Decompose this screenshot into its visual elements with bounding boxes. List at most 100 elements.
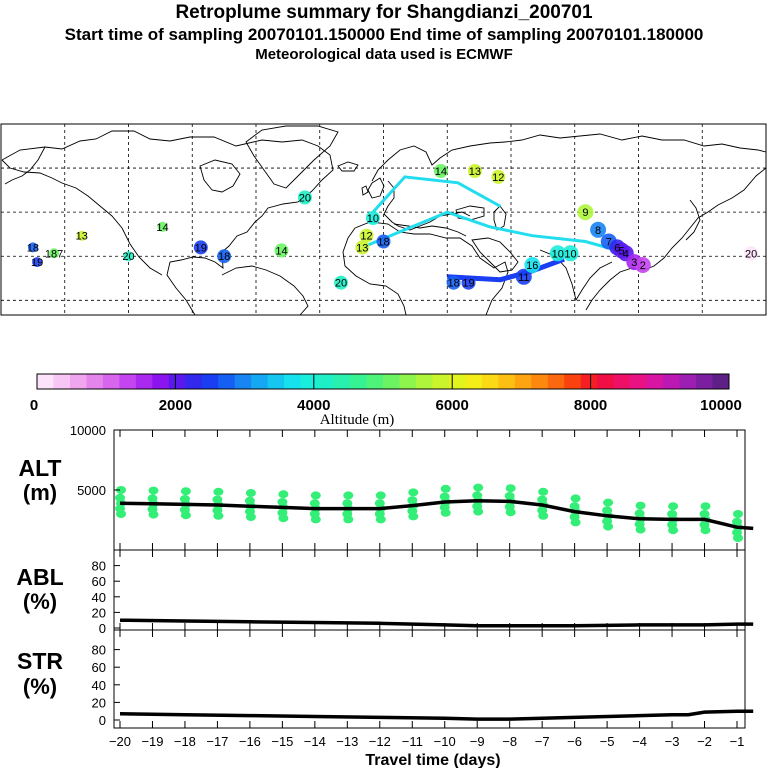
x-tick-label: −9 — [470, 734, 485, 749]
alt-plume-dot — [343, 491, 354, 500]
plume-day-label: 5 — [618, 245, 624, 257]
alt-plume-dot — [668, 502, 679, 511]
hudson-bay — [199, 159, 241, 193]
plume-day-label: 10 — [367, 213, 379, 225]
alt-plume-dot — [635, 501, 646, 510]
travel-time-axis: −20 −19 −18 −17 −16 −15 −14 −13 −12 −11 −10 −9 −8 −7 −… — [109, 430, 744, 749]
str-y-tick-label: 40 — [92, 678, 106, 693]
colorbar-cell — [152, 374, 170, 389]
plume-day-label: 7 — [606, 237, 612, 249]
plume-day-label: 20 — [122, 251, 134, 263]
plume-position-dot — [549, 245, 566, 262]
colorbar-cell — [168, 374, 186, 389]
plume-position-dot — [376, 234, 391, 249]
plume-day-label: 14 — [435, 166, 447, 178]
alt-plume-dot — [147, 494, 158, 503]
colorbar-tick-label: 8000 — [574, 397, 607, 414]
alt-plume-dot — [278, 490, 289, 499]
sampling-time-line: Start time of sampling 20070101.150000 E… — [64, 25, 704, 44]
colorbar-cell — [564, 374, 582, 389]
colorbar-cell — [234, 374, 252, 389]
colorbar-cell — [432, 374, 450, 389]
plume-day-label: 10 — [564, 248, 576, 260]
colorbar-cell — [300, 374, 318, 389]
alt-plume-dot — [667, 510, 678, 518]
alt-plume-dot — [733, 510, 743, 518]
plume-position-dot — [577, 204, 594, 221]
plume-day-label: 12 — [360, 231, 372, 243]
x-tick-label: −10 — [434, 734, 456, 749]
plume-position-dot — [217, 249, 232, 264]
x-tick-label: −11 — [402, 734, 423, 749]
alt-plume-dot — [505, 484, 516, 493]
colorbar-cell — [251, 374, 269, 389]
colorbar-cell — [201, 374, 219, 389]
abl-y-tick-label: 80 — [92, 559, 106, 574]
colorbar-cell — [498, 374, 516, 389]
plume-day-label: 8 — [595, 225, 601, 237]
alt-plume-dot — [700, 502, 711, 511]
alt-y-tick-label: 5000 — [77, 483, 106, 498]
plume-position-dot — [562, 245, 579, 262]
plume-positions — [27, 164, 759, 290]
mediterranean-shore — [393, 223, 467, 237]
colorbar-cell — [284, 374, 302, 389]
abl-y-tick-label: 0 — [99, 621, 106, 636]
x-tick-label: −6 — [567, 734, 582, 749]
plume-position-dot — [49, 248, 60, 259]
met-data-line: Meteorological data used is ECMWF — [255, 46, 513, 63]
alt-plume-dot — [407, 496, 418, 505]
colorbar-cell — [317, 374, 334, 389]
plume-day-label: 18 — [447, 278, 459, 290]
colorbar-cell — [366, 374, 384, 389]
alt-panel: 5000 10000 — [70, 423, 754, 531]
abl-series-line — [119, 618, 754, 628]
colorbar-cell — [333, 374, 351, 389]
colorbar-cell — [102, 374, 120, 389]
x-tick-label: −8 — [502, 734, 517, 749]
colorbar-cell — [119, 374, 137, 389]
colorbar-ticks — [174, 374, 592, 389]
str-y-tick-label: 0 — [99, 713, 106, 728]
colorbar-cell — [415, 374, 433, 389]
colorbar-cell — [185, 374, 203, 389]
alt-plume-dot — [537, 495, 548, 504]
plume-position-dot — [524, 257, 541, 273]
alaska-coast — [4, 146, 46, 185]
x-tick-label: −19 — [141, 734, 163, 749]
greenland-outline — [245, 125, 339, 189]
black-sea-outline — [455, 205, 485, 221]
alt-plume-dot — [212, 495, 223, 504]
plume-position-dot — [515, 268, 532, 285]
x-tick-label: −3 — [665, 734, 680, 749]
plume-position-dot — [297, 190, 312, 205]
x-tick-label: −18 — [174, 734, 196, 749]
alt-unit: (m) — [23, 480, 57, 505]
plume-position-dot — [744, 246, 759, 261]
alt-plume-dot — [277, 498, 288, 506]
colorbar-cell — [712, 374, 730, 389]
south-america-outline — [221, 265, 309, 316]
plume-position-dot — [446, 275, 461, 290]
alt-plume-dot — [440, 484, 451, 493]
colorbar-cell — [630, 374, 648, 389]
plume-day-label: 18 — [27, 242, 39, 254]
plume-track — [371, 175, 502, 214]
plume-position-dot — [461, 275, 476, 290]
x-tick-label: −16 — [239, 734, 261, 749]
x-tick-label: −4 — [632, 734, 647, 749]
plume-position-dot — [590, 221, 607, 238]
abl-panel-frame — [113, 549, 746, 631]
x-tick-label: −5 — [600, 734, 615, 749]
x-tick-label: −17 — [206, 734, 228, 749]
plume-day-label: 4 — [623, 248, 629, 260]
plume-day-label: 20 — [745, 248, 757, 260]
str-panel: 0 20 40 60 80 — [92, 643, 754, 728]
colorbar-cell — [86, 374, 104, 389]
plume-position-dot — [274, 243, 289, 258]
alt-plume-dot — [148, 486, 159, 495]
plume-day-label: 18 — [377, 237, 389, 249]
colorbar-tick-label: 2000 — [159, 397, 192, 414]
